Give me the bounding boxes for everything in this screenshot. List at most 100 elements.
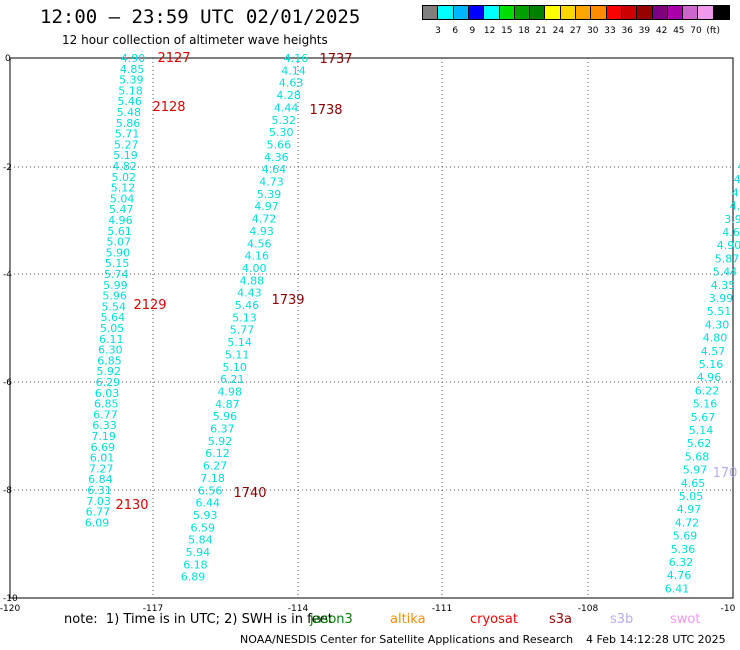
wave-height-value: 5.13 bbox=[232, 311, 257, 324]
wave-height-value: 4.14 bbox=[281, 64, 306, 77]
y-tick-label: -2 bbox=[3, 163, 12, 173]
wave-height-value: 6.21 bbox=[220, 373, 245, 386]
satellite-swot: swot bbox=[670, 612, 701, 627]
wave-height-value: 4.28 bbox=[276, 89, 301, 102]
y-tick-label: -6 bbox=[3, 378, 12, 388]
wave-height-value: 5.46 bbox=[117, 95, 142, 108]
legend-label: 3 bbox=[435, 26, 441, 36]
wave-height-value: 5.10 bbox=[222, 361, 247, 374]
wave-height-value: 5.02 bbox=[112, 171, 137, 184]
wave-height-value: 4.87 bbox=[215, 398, 240, 411]
legend-label: 9 bbox=[469, 26, 476, 36]
wave-height-value: 5.68 bbox=[685, 450, 710, 463]
wave-height-value: 5.87 bbox=[715, 252, 740, 265]
satellite-cryosat: cryosat bbox=[470, 612, 518, 627]
wave-height-value: 5.61 bbox=[107, 225, 132, 238]
legend-label: 33 bbox=[604, 26, 616, 36]
wave-height-value: 7.03 bbox=[86, 495, 111, 508]
wave-height-value: 4.90 bbox=[717, 239, 740, 252]
wave-height-value: 4.88 bbox=[240, 274, 265, 287]
wave-height-value: 4.97 bbox=[677, 503, 702, 516]
x-tick-label: -108 bbox=[578, 604, 599, 612]
wave-height-value: 6.27 bbox=[203, 460, 228, 473]
wave-height-value: 5.27 bbox=[114, 138, 139, 151]
legend-label: 24 bbox=[552, 26, 565, 36]
wave-height-value: 7.19 bbox=[91, 430, 116, 443]
legend-label: (ft) bbox=[706, 26, 720, 36]
pass-number-label: 2129 bbox=[133, 298, 166, 313]
wave-height-value: 4.72 bbox=[252, 213, 277, 226]
wave-height-value: 5.96 bbox=[213, 410, 238, 423]
timestamp: 4 Feb 14:12:28 UTC 2025 bbox=[586, 633, 726, 646]
wave-height-value: 5.97 bbox=[683, 464, 708, 477]
wave-height-value: 6.56 bbox=[198, 484, 223, 497]
wave-height-value: 4.16 bbox=[284, 52, 309, 65]
wave-height-value: 7.27 bbox=[89, 462, 114, 475]
wave-height-value: 4 bbox=[738, 160, 740, 173]
legend-label: 30 bbox=[587, 26, 599, 36]
wave-height-value: 5.92 bbox=[208, 435, 233, 448]
wave-height-value: 6.29 bbox=[96, 376, 121, 389]
wave-height-value: 5.74 bbox=[104, 268, 129, 281]
legend-label: 39 bbox=[638, 26, 651, 36]
wave-height-value: 6.84 bbox=[88, 473, 113, 486]
wave-height-value: 4.96 bbox=[108, 214, 133, 227]
legend-label: 27 bbox=[569, 26, 582, 36]
wave-height-value: 5.18 bbox=[118, 84, 143, 97]
satellite-s3a: s3a bbox=[549, 612, 573, 627]
wave-height-value: 5.39 bbox=[257, 188, 282, 201]
y-tick-label: 0 bbox=[5, 54, 11, 64]
wave-height-value: 5.14 bbox=[227, 336, 252, 349]
wave-height-value: 5.99 bbox=[103, 279, 128, 292]
wave-height-value: 5.71 bbox=[115, 128, 140, 141]
wave-height-value: 6.85 bbox=[94, 398, 119, 411]
wave-height-value: 5.62 bbox=[687, 437, 712, 450]
wave-height-value: 6.12 bbox=[205, 447, 230, 460]
pass-number-label: 1737 bbox=[319, 52, 352, 67]
wave-height-value: 5.05 bbox=[100, 322, 125, 335]
wave-height-value: 5.94 bbox=[186, 546, 211, 559]
wave-height-value: 4.82 bbox=[112, 160, 137, 173]
wave-height-value: 4.36 bbox=[264, 151, 289, 164]
wave-height-value: 5.64 bbox=[101, 311, 126, 324]
legend-label: 36 bbox=[621, 26, 633, 36]
wave-height-value: 6.89 bbox=[181, 571, 206, 584]
wave-height-value: 4.64 bbox=[262, 163, 287, 176]
legend-label: 21 bbox=[535, 26, 547, 36]
chart-title: 12:00 – 23:59 UTC 02/01/2025 bbox=[40, 6, 361, 28]
wave-height-value: 4.76 bbox=[667, 569, 692, 582]
footer-note: note: 1) Time is in UTC; 2) SWH is in fe… bbox=[64, 612, 333, 627]
wave-height-value: 6.31 bbox=[87, 484, 112, 497]
wave-height-value: 6.77 bbox=[93, 408, 118, 421]
pass-number-label: 170 bbox=[713, 466, 738, 481]
x-tick-label: -111 bbox=[432, 604, 452, 612]
wave-height-value: 5.90 bbox=[106, 246, 131, 259]
legend-swatch bbox=[712, 5, 730, 20]
wave-height-value: 6.33 bbox=[92, 419, 117, 432]
wave-height-value: 6.03 bbox=[95, 387, 120, 400]
wave-height-value: 4.63 bbox=[279, 77, 304, 90]
wave-height-value: 5.77 bbox=[230, 324, 255, 337]
wave-height-value: 5.93 bbox=[193, 509, 218, 522]
wave-height-value: 4.98 bbox=[218, 385, 243, 398]
wave-height-value: 5.69 bbox=[673, 530, 698, 543]
wave-height-value: 5.92 bbox=[96, 365, 121, 378]
wave-height-value: 4.80 bbox=[703, 332, 728, 345]
wave-height-value: 5.05 bbox=[679, 490, 704, 503]
wave-height-value: 6.85 bbox=[97, 354, 122, 367]
wave-height-value: 7.18 bbox=[200, 472, 225, 485]
plot-frame bbox=[9, 57, 734, 599]
pass-number-label: 1739 bbox=[271, 293, 304, 308]
legend-label: 42 bbox=[655, 26, 668, 36]
wave-height-value: 4.73 bbox=[259, 176, 284, 189]
wave-height-value: 5.32 bbox=[271, 114, 296, 127]
x-tick-label: -10 bbox=[721, 604, 736, 612]
legend-label: 70 bbox=[690, 26, 702, 36]
satellite-altika: altika bbox=[390, 612, 426, 627]
y-tick-label: -4 bbox=[3, 270, 12, 280]
wave-height-value: 5.04 bbox=[110, 192, 135, 205]
wave-height-value: 5.36 bbox=[671, 543, 696, 556]
wave-height-value: 6.32 bbox=[669, 556, 694, 569]
wave-height-value: 5.46 bbox=[235, 299, 260, 312]
wave-height-map: -120 -117 -114 -111 -108 -100-2-4-6-8-104.904… bbox=[0, 51, 740, 612]
